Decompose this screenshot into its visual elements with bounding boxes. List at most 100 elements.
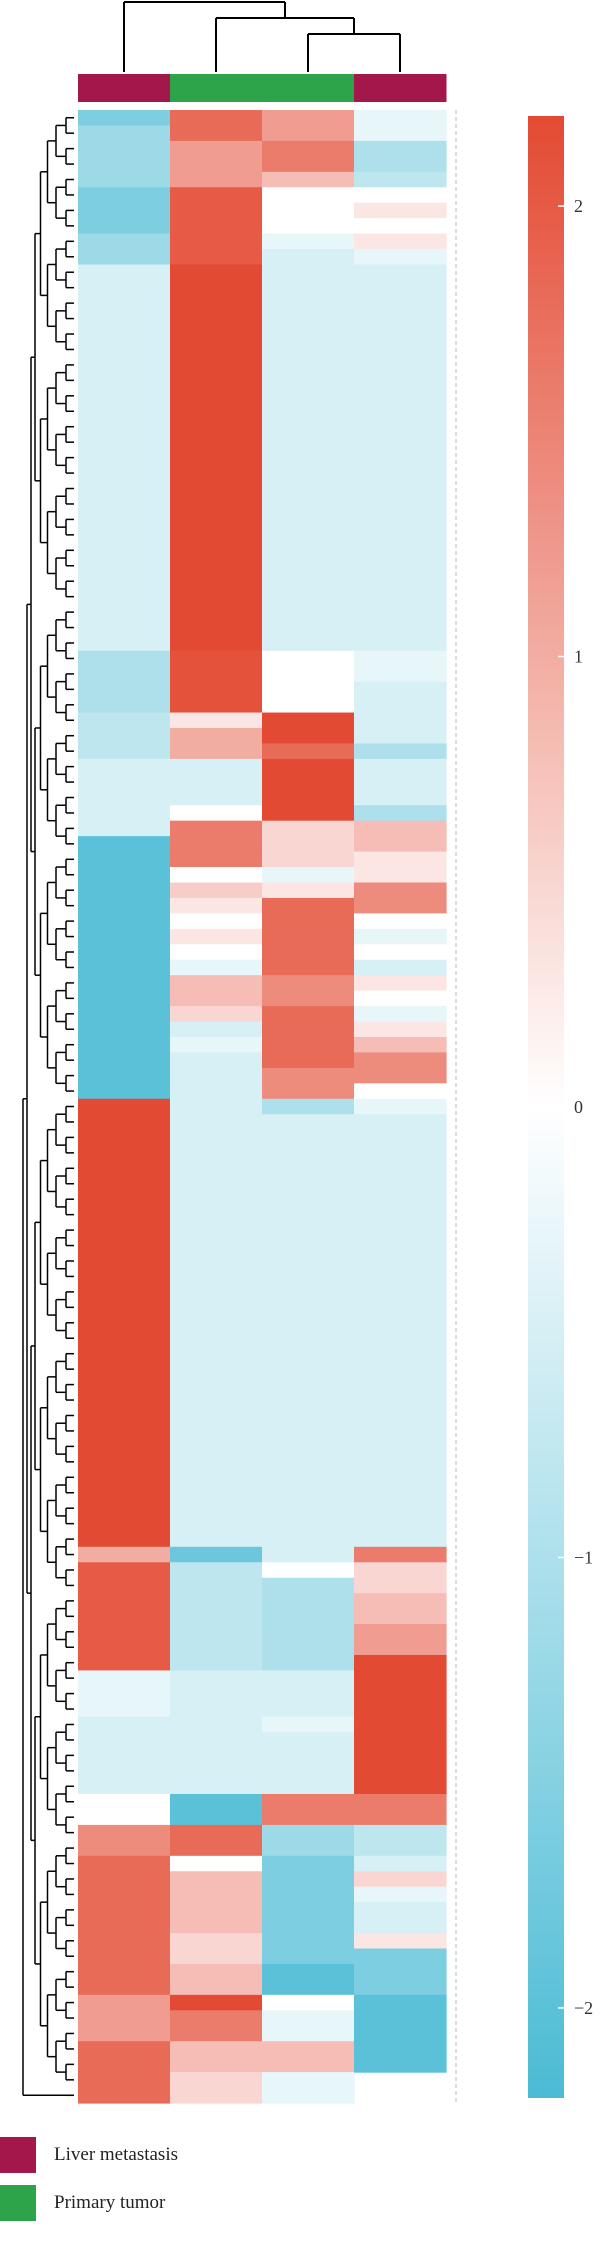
heatmap-cell bbox=[170, 372, 263, 389]
heatmap-cell bbox=[354, 1902, 447, 1919]
heatmap-cell bbox=[78, 310, 171, 327]
heatmap-cell bbox=[262, 434, 355, 451]
heatmap-cell bbox=[262, 1006, 355, 1023]
heatmap-cell bbox=[262, 1824, 355, 1841]
heatmap-cell bbox=[170, 1963, 263, 1980]
heatmap-cell bbox=[262, 681, 355, 698]
heatmap-cell bbox=[262, 1654, 355, 1672]
heatmap-cell bbox=[78, 789, 171, 806]
heatmap-cell bbox=[354, 233, 447, 250]
heatmap-cell bbox=[78, 1608, 171, 1625]
heatmap-cell bbox=[262, 1206, 355, 1223]
heatmap-cell bbox=[170, 1716, 263, 1733]
heatmap-cell bbox=[78, 635, 171, 652]
heatmap-cell bbox=[354, 1268, 447, 1285]
heatmap-cell bbox=[262, 1515, 355, 1532]
heatmap-cell bbox=[78, 1454, 171, 1471]
heatmap-cell bbox=[78, 542, 171, 559]
heatmap-cell bbox=[354, 573, 447, 590]
heatmap-cell bbox=[262, 156, 355, 173]
heatmap-cell bbox=[354, 1624, 447, 1641]
heatmap-cell bbox=[262, 2041, 355, 2058]
heatmap-cell bbox=[262, 1639, 355, 1656]
heatmap-cell bbox=[262, 1454, 355, 1471]
heatmap-cell bbox=[354, 1546, 447, 1563]
heatmap-cell bbox=[354, 1145, 447, 1162]
heatmap-cell bbox=[78, 279, 171, 296]
heatmap-cell bbox=[78, 202, 171, 219]
heatmap-cell bbox=[170, 1994, 263, 2011]
heatmap-cell bbox=[78, 1794, 171, 1811]
heatmap-cell bbox=[170, 743, 263, 760]
heatmap-cell bbox=[262, 1052, 355, 1069]
heatmap-cell bbox=[262, 758, 355, 775]
heatmap-cell bbox=[262, 1670, 355, 1687]
heatmap-cell bbox=[170, 1454, 263, 1471]
heatmap-cell bbox=[262, 851, 355, 868]
heatmap-cell bbox=[170, 1160, 263, 1177]
annotation-cell bbox=[354, 74, 447, 102]
heatmap-cell bbox=[170, 944, 263, 961]
heatmap-cell bbox=[262, 233, 355, 250]
heatmap-cell bbox=[354, 805, 447, 822]
legend-swatch bbox=[0, 2185, 36, 2221]
heatmap-cell bbox=[354, 1345, 447, 1363]
heatmap-cell bbox=[170, 697, 263, 714]
heatmap-cell bbox=[354, 357, 447, 374]
heatmap-cell bbox=[170, 1438, 263, 1455]
heatmap-cell bbox=[170, 836, 263, 853]
heatmap-cells bbox=[78, 110, 457, 2104]
heatmap-cell bbox=[170, 295, 263, 312]
heatmap-cell bbox=[78, 897, 171, 914]
heatmap-cell bbox=[354, 279, 447, 296]
heatmap-cell bbox=[354, 990, 447, 1007]
heatmap-cell bbox=[170, 1083, 263, 1100]
heatmap-cell bbox=[78, 1361, 171, 1378]
heatmap-cell bbox=[78, 1933, 171, 1950]
heatmap-cell bbox=[354, 1654, 447, 1672]
heatmap-cell bbox=[170, 712, 263, 729]
legend-swatch bbox=[0, 2137, 36, 2173]
heatmap-cell bbox=[354, 1253, 447, 1270]
heatmap-cell bbox=[170, 1855, 263, 1872]
heatmap-cell bbox=[78, 990, 171, 1007]
heatmap-cell bbox=[78, 1593, 171, 1610]
heatmap-cell bbox=[354, 1871, 447, 1888]
heatmap-cell bbox=[78, 2025, 171, 2042]
colorbar-tick-label: 2 bbox=[574, 196, 583, 216]
heatmap-cell bbox=[170, 928, 263, 945]
heatmap-cell bbox=[78, 249, 171, 266]
heatmap-cell bbox=[262, 449, 355, 466]
heatmap-cell bbox=[354, 511, 447, 528]
heatmap-cell bbox=[354, 588, 447, 605]
heatmap-cell bbox=[170, 1423, 263, 1440]
heatmap-cell bbox=[262, 1222, 355, 1239]
heatmap-cell bbox=[354, 1067, 447, 1084]
heatmap-cell bbox=[78, 372, 171, 389]
heatmap-cell bbox=[354, 1176, 447, 1193]
heatmap-cell bbox=[170, 1747, 263, 1764]
heatmap-cell bbox=[78, 959, 171, 976]
heatmap-cell bbox=[78, 1778, 171, 1795]
heatmap-cell bbox=[262, 959, 355, 976]
heatmap-cell bbox=[78, 527, 171, 544]
heatmap-cell bbox=[78, 1299, 171, 1316]
heatmap-cell bbox=[170, 140, 263, 157]
heatmap-cell bbox=[78, 1763, 171, 1780]
heatmap-cell bbox=[262, 619, 355, 636]
heatmap-cell bbox=[354, 1608, 447, 1625]
heatmap-cell bbox=[354, 434, 447, 451]
heatmap-cell bbox=[78, 2087, 171, 2104]
colorbar-tick-label: 1 bbox=[574, 647, 583, 667]
heatmap-cell bbox=[78, 1222, 171, 1239]
heatmap-cell bbox=[78, 1052, 171, 1069]
heatmap-cell bbox=[170, 681, 263, 698]
heatmap-cell bbox=[170, 527, 263, 544]
heatmap-cell bbox=[262, 527, 355, 544]
heatmap-cell bbox=[354, 1948, 447, 1965]
legend-item-liver-metastasis: Liver metastasis bbox=[0, 2137, 178, 2173]
heatmap-cell bbox=[170, 418, 263, 436]
heatmap-cell bbox=[262, 1963, 355, 1980]
legend-label: Liver metastasis bbox=[54, 2144, 178, 2165]
heatmap-cell bbox=[354, 171, 447, 188]
